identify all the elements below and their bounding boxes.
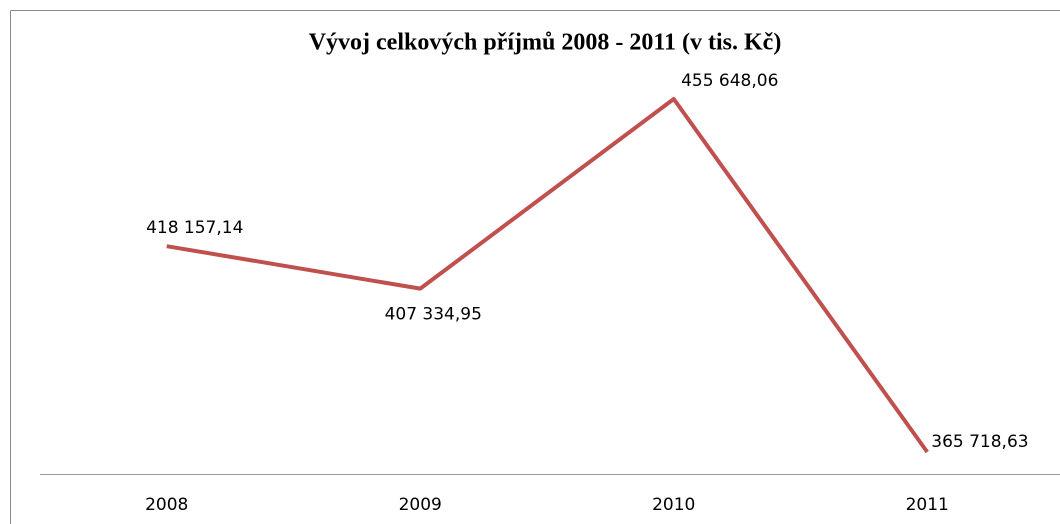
x-tick-label: 2009 bbox=[399, 495, 442, 515]
chart-title: Vývoj celkových příjmů 2008 - 2011 (v ti… bbox=[309, 30, 782, 56]
x-tick-label: 2011 bbox=[906, 495, 949, 515]
data-label: 407 334,95 bbox=[385, 305, 482, 325]
x-tick-label: 2008 bbox=[145, 495, 188, 515]
line bbox=[166, 97, 929, 454]
x-tick-label: 2010 bbox=[652, 495, 695, 515]
data-label: 365 718,63 bbox=[931, 432, 1028, 452]
data-label: 418 157,14 bbox=[146, 218, 243, 238]
data-label: 455 648,06 bbox=[681, 71, 778, 91]
